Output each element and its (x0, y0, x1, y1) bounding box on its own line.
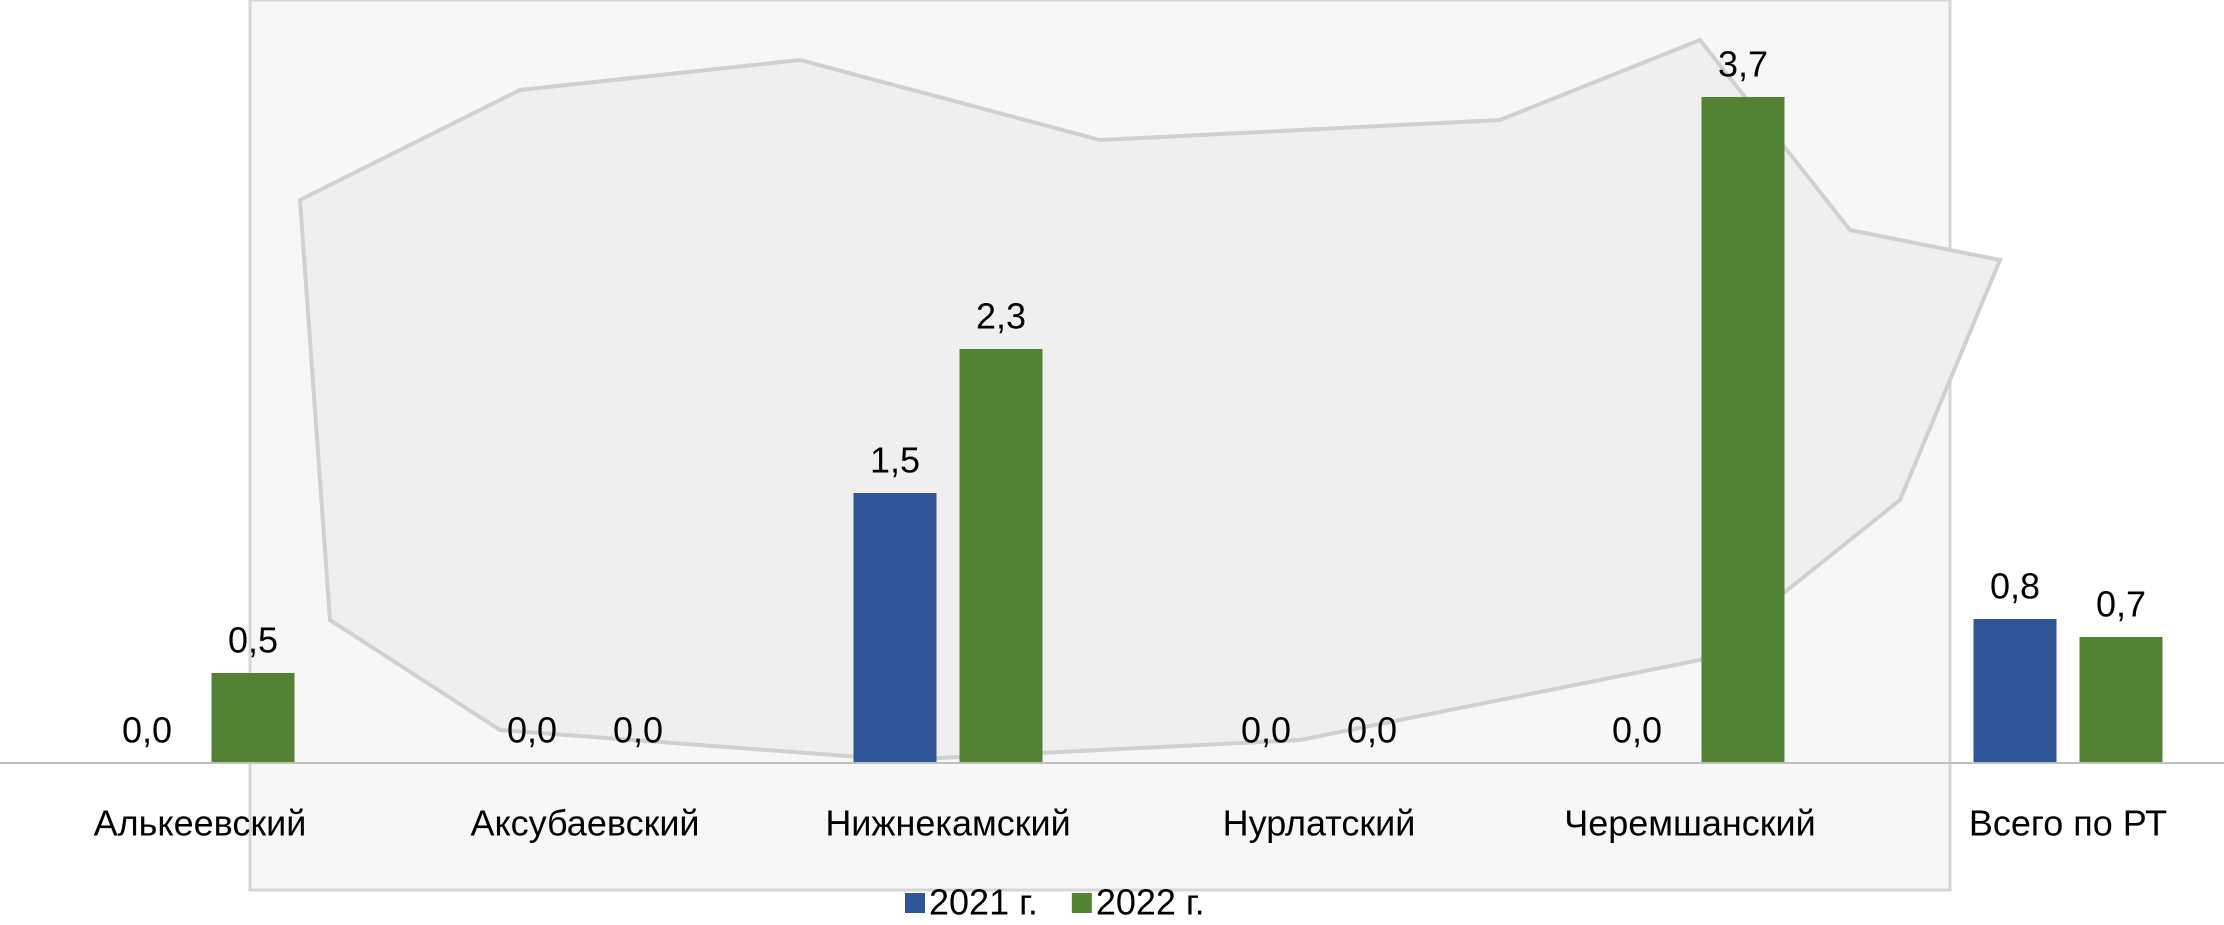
x-tick-label: Нижнекамский (825, 803, 1070, 844)
legend-label: 2022 г. (1096, 882, 1205, 923)
value-label: 0,7 (2096, 584, 2146, 625)
bar (211, 673, 295, 763)
value-label: 0,0 (1612, 710, 1662, 751)
x-tick-label: Алькеевский (94, 803, 307, 844)
value-label: 0,8 (1990, 566, 2040, 607)
x-tick-label: Всего по РТ (1969, 803, 2167, 844)
value-label: 0,0 (122, 710, 172, 751)
legend-swatch (905, 893, 925, 913)
x-tick-label: Черемшанский (1564, 803, 1816, 844)
bar (959, 349, 1043, 763)
value-label: 0,5 (228, 620, 278, 661)
value-label: 1,5 (870, 440, 920, 481)
bar (1701, 97, 1785, 763)
legend-label: 2021 г. (929, 882, 1038, 923)
bar (2079, 637, 2163, 763)
value-label: 0,0 (1347, 710, 1397, 751)
value-label: 0,0 (613, 710, 663, 751)
value-label: 0,0 (1241, 710, 1291, 751)
bar (853, 493, 937, 763)
bar (1973, 619, 2057, 763)
value-label: 3,7 (1718, 44, 1768, 85)
map-outline (297, 37, 2003, 763)
x-tick-label: Аксубаевский (470, 803, 699, 844)
value-label: 2,3 (976, 296, 1026, 337)
value-label: 0,0 (507, 710, 557, 751)
x-tick-label: Нурлатский (1223, 803, 1416, 844)
legend-swatch (1071, 893, 1092, 913)
